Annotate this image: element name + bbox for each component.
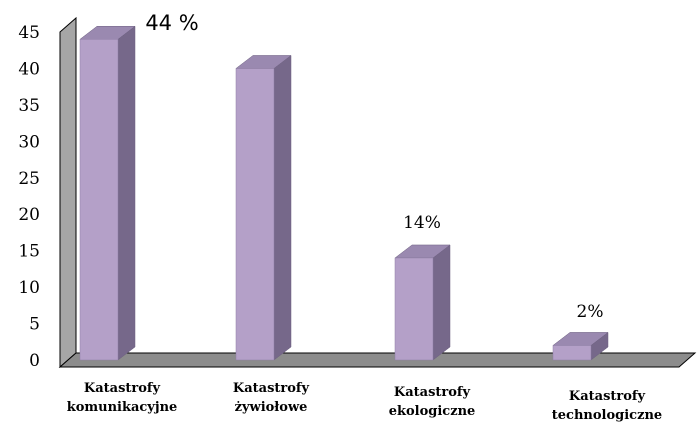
bar-front — [394, 257, 434, 361]
data-label: 14% — [403, 213, 441, 233]
y-tick-label: 20 — [18, 205, 40, 225]
y-tick-label: 35 — [18, 96, 40, 116]
bar-side — [432, 244, 451, 361]
category-label: Katastrofy komunikacyjne — [67, 381, 178, 415]
category-label: Katastrofy żywiołowe — [233, 381, 310, 415]
back-wall — [59, 16, 77, 369]
category-label: Katastrofy technologiczne — [552, 389, 662, 423]
bar-side — [273, 54, 292, 361]
x-axis-labels: Katastrofy komunikacyjne Katastrofy żywioło… — [67, 381, 663, 423]
category-label: Katastrofy ekologiczne — [389, 385, 476, 419]
bar — [79, 25, 136, 361]
y-tick-label: 5 — [29, 315, 40, 335]
y-tick-label: 10 — [18, 278, 40, 298]
bar — [235, 54, 292, 361]
y-tick-label: 45 — [18, 23, 40, 43]
y-axis-ticks: 0 5 10 15 20 25 30 35 40 45 — [18, 23, 40, 371]
y-tick-label: 25 — [18, 169, 40, 189]
bar — [394, 244, 451, 361]
bar — [552, 331, 609, 361]
y-tick-label: 15 — [18, 242, 40, 262]
bar-side — [117, 25, 136, 361]
bar-front — [235, 68, 275, 361]
bars — [79, 25, 609, 361]
chart-floor — [58, 352, 697, 368]
data-label: 2% — [577, 302, 604, 322]
y-tick-label: 40 — [18, 59, 40, 79]
y-tick-label: 30 — [18, 132, 40, 152]
bar-front — [552, 345, 592, 361]
bar-front — [79, 39, 119, 361]
data-labels: 44 % 14% 2% — [145, 11, 603, 322]
y-tick-label: 0 — [29, 351, 40, 371]
data-label: 44 % — [145, 11, 198, 35]
chart-backdrop — [58, 16, 697, 369]
